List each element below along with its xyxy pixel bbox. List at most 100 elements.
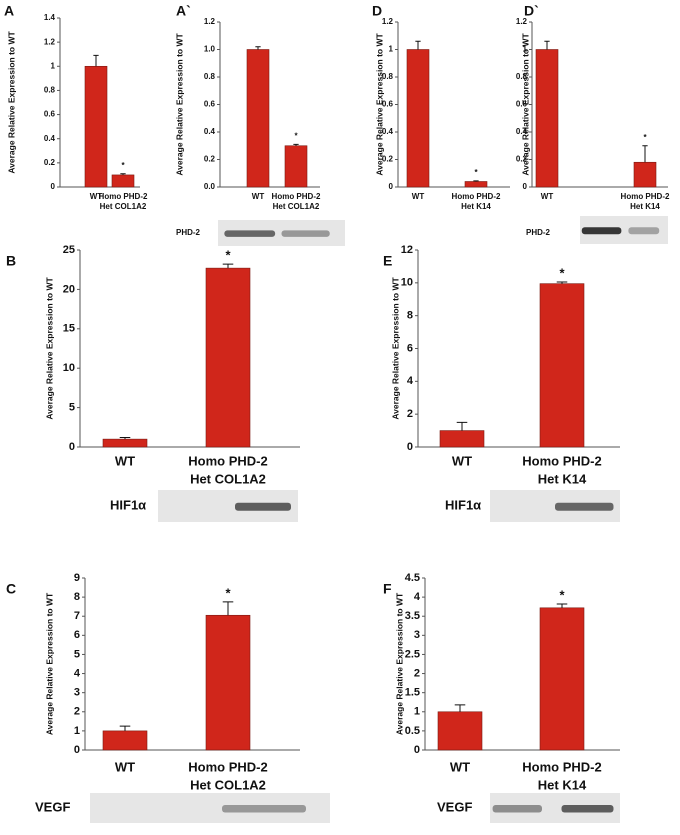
bar bbox=[464, 181, 488, 188]
error-bar bbox=[293, 143, 299, 146]
blot-label: PHD-2 bbox=[176, 228, 201, 237]
bar bbox=[84, 65, 108, 188]
panel-label: A` bbox=[176, 3, 191, 19]
panel-label: D` bbox=[524, 3, 539, 19]
y-axis-label: Average Relative Expression to WT bbox=[394, 592, 404, 735]
y-tick-label: 4 bbox=[74, 667, 81, 679]
bar bbox=[539, 283, 585, 448]
y-tick-label: 2 bbox=[407, 408, 413, 420]
significance-label: * bbox=[474, 168, 478, 177]
y-tick-label: 0.2 bbox=[382, 155, 394, 164]
chart: C Average Relative Expression to WT 0 1 2 3 4 5… bbox=[6, 572, 330, 823]
y-tick-label: 3 bbox=[414, 629, 420, 641]
y-tick-label: 0.2 bbox=[44, 158, 56, 167]
bar bbox=[205, 267, 251, 448]
blot-band bbox=[492, 805, 542, 813]
bar bbox=[539, 607, 585, 751]
y-tick-label: 8 bbox=[74, 591, 80, 603]
y-tick-label: 0.4 bbox=[516, 127, 528, 136]
y-tick-label: 0 bbox=[407, 441, 413, 453]
y-axis-label: Average Relative Expression to WT bbox=[520, 33, 530, 176]
blot-band bbox=[281, 230, 330, 237]
y-tick-label: 7 bbox=[74, 610, 80, 622]
x-tick-label: WT bbox=[452, 453, 472, 468]
y-tick-label: 3 bbox=[74, 687, 80, 699]
y-tick-label: 12 bbox=[401, 244, 413, 256]
y-axis-label: Average Relative Expression to WT bbox=[174, 33, 184, 176]
x-tick-label: WT bbox=[252, 192, 265, 201]
x-tick-label: WT bbox=[90, 192, 103, 201]
x-tick-label: Homo PHD-2 bbox=[188, 759, 267, 774]
panel-label: F bbox=[383, 581, 392, 597]
y-tick-label: 0.6 bbox=[516, 100, 528, 109]
chart: A Average Relative Expression to WT 0 0.2 0.… bbox=[4, 3, 148, 211]
x-tick-label: Homo PHD-2 bbox=[621, 192, 670, 201]
blot-label: HIF1α bbox=[445, 497, 481, 512]
error-bar bbox=[454, 704, 466, 712]
y-tick-label: 1 bbox=[389, 45, 394, 54]
y-tick-label: 4.5 bbox=[405, 572, 420, 584]
error-bar bbox=[473, 180, 479, 182]
bar bbox=[246, 49, 270, 188]
x-tick-label: Het K14 bbox=[538, 471, 587, 486]
y-tick-label: 0.8 bbox=[382, 72, 394, 81]
y-tick-label: 5 bbox=[69, 402, 75, 414]
blot-label: VEGF bbox=[35, 799, 70, 814]
y-tick-label: 1 bbox=[414, 706, 420, 718]
error-bar bbox=[119, 437, 131, 440]
y-axis-label: Average Relative Expression to WT bbox=[390, 277, 400, 420]
significance-label: * bbox=[121, 161, 125, 170]
bar bbox=[102, 438, 148, 448]
chart: E Average Relative Expression to WT 0 2 4 6 8 1… bbox=[383, 244, 620, 522]
error-bar bbox=[119, 725, 131, 731]
y-tick-label: 0.5 bbox=[405, 725, 420, 737]
y-tick-label: 4 bbox=[407, 375, 414, 387]
y-tick-label: 1.2 bbox=[382, 17, 394, 26]
significance-label: * bbox=[559, 587, 565, 602]
y-tick-label: 9 bbox=[74, 572, 80, 584]
error-bar bbox=[544, 40, 550, 50]
x-tick-label: Homo PHD-2 bbox=[272, 192, 321, 201]
x-tick-label: WT bbox=[115, 453, 135, 468]
y-axis-label: Average Relative Expression to WT bbox=[6, 31, 16, 174]
bar bbox=[633, 161, 657, 188]
x-tick-label: Homo PHD-2 bbox=[99, 192, 148, 201]
y-tick-label: 0 bbox=[414, 744, 420, 756]
panel-label: D bbox=[372, 3, 382, 19]
x-tick-label: Het K14 bbox=[538, 777, 587, 792]
y-tick-label: 0 bbox=[523, 182, 528, 191]
error-bar bbox=[456, 421, 468, 431]
blot-band bbox=[628, 227, 660, 235]
y-axis-label: Average Relative Expression to WT bbox=[374, 33, 384, 176]
x-tick-label: Het COL1A2 bbox=[190, 471, 266, 486]
y-tick-label: 0 bbox=[69, 441, 75, 453]
bar bbox=[284, 145, 308, 188]
significance-label: * bbox=[559, 265, 565, 280]
y-tick-label: 1.5 bbox=[405, 687, 420, 699]
bar bbox=[102, 730, 148, 751]
error-bar bbox=[415, 40, 421, 50]
x-tick-label: Het K14 bbox=[461, 202, 491, 211]
y-tick-label: 0.6 bbox=[44, 110, 56, 119]
x-tick-label: Homo PHD-2 bbox=[522, 759, 601, 774]
y-tick-label: 5 bbox=[74, 648, 80, 660]
blot-label: PHD-2 bbox=[526, 228, 551, 237]
error-bar bbox=[556, 603, 568, 608]
y-tick-label: 1 bbox=[523, 45, 528, 54]
x-tick-label: WT bbox=[115, 759, 135, 774]
x-tick-label: Homo PHD-2 bbox=[452, 192, 501, 201]
x-tick-label: Het COL1A2 bbox=[100, 202, 147, 211]
y-tick-label: 1.4 bbox=[44, 13, 56, 22]
y-tick-label: 0.6 bbox=[382, 100, 394, 109]
y-tick-label: 0.0 bbox=[204, 182, 216, 191]
y-tick-label: 0.2 bbox=[516, 155, 528, 164]
blot-label: VEGF bbox=[437, 799, 472, 814]
y-tick-label: 1 bbox=[51, 61, 56, 70]
y-tick-label: 3.5 bbox=[405, 610, 420, 622]
y-tick-label: 15 bbox=[63, 323, 75, 335]
y-tick-label: 10 bbox=[63, 362, 75, 374]
y-axis-label: Average Relative Expression to WT bbox=[44, 277, 54, 420]
y-tick-label: 0.4 bbox=[382, 127, 394, 136]
y-tick-label: 2.5 bbox=[405, 648, 420, 660]
y-tick-label: 0.2 bbox=[204, 155, 216, 164]
